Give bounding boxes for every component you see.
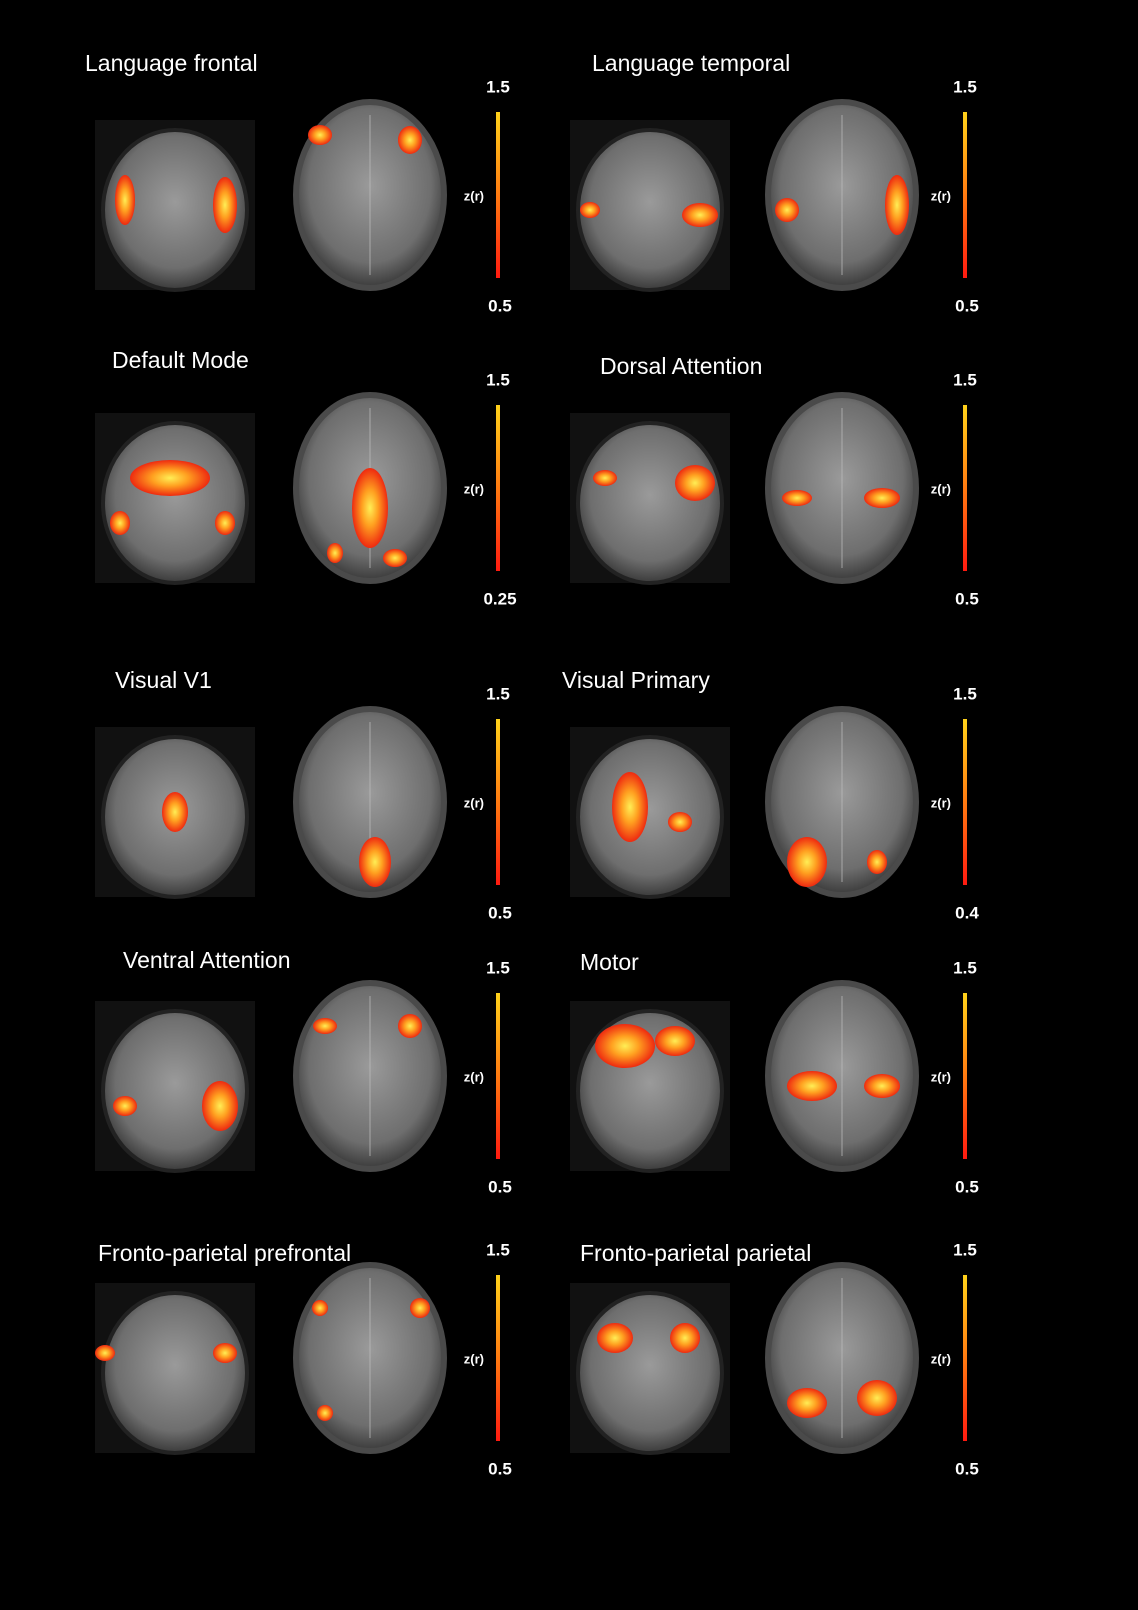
scale-label: z(r) (931, 1351, 951, 1366)
coronal-slice (578, 1293, 722, 1453)
colorbar (496, 993, 500, 1159)
activation (383, 549, 407, 567)
scale-max: 1.5 (953, 370, 977, 389)
scale-label: z(r) (464, 795, 484, 810)
scale-min: 0.5 (955, 296, 979, 315)
colorbar (963, 405, 967, 571)
colorbar (963, 719, 967, 885)
activation (398, 1014, 422, 1038)
panel-title: Visual V1 (115, 667, 212, 693)
activation (612, 772, 648, 842)
activation (398, 126, 422, 154)
activation (668, 812, 692, 832)
activation (213, 1343, 237, 1363)
colorbar (963, 112, 967, 278)
activation (782, 490, 812, 506)
activation (410, 1298, 430, 1318)
panel-title: Dorsal Attention (600, 353, 762, 379)
activation (312, 1300, 328, 1316)
scale-label: z(r) (931, 795, 951, 810)
activation (327, 543, 343, 563)
activation (162, 792, 188, 832)
activation (682, 203, 718, 227)
scale-max: 1.5 (953, 684, 977, 703)
activation (787, 1388, 827, 1418)
activation (352, 468, 388, 548)
coronal-slice (103, 1293, 247, 1453)
panel-title: Motor (580, 949, 639, 975)
activation (787, 1071, 837, 1101)
scale-min: 0.5 (955, 1459, 979, 1478)
colorbar (963, 993, 967, 1159)
activation (313, 1018, 337, 1034)
scale-max: 1.5 (486, 1240, 510, 1259)
activation (115, 175, 135, 225)
scale-label: z(r) (931, 1069, 951, 1084)
scale-min: 0.5 (955, 1177, 979, 1196)
scale-label: z(r) (464, 481, 484, 496)
activation (775, 198, 799, 222)
panel-title: Default Mode (112, 347, 249, 373)
scale-min: 0.4 (955, 903, 979, 922)
activation (308, 125, 332, 145)
panel-title: Visual Primary (562, 667, 710, 693)
scale-max: 1.5 (486, 77, 510, 96)
panel-title: Fronto-parietal prefrontal (98, 1240, 351, 1266)
activation (317, 1405, 333, 1421)
colorbar (496, 112, 500, 278)
scale-label: z(r) (464, 1351, 484, 1366)
activation (580, 202, 600, 218)
colorbar (496, 405, 500, 571)
scale-max: 1.5 (953, 958, 977, 977)
activation (113, 1096, 137, 1116)
scale-min: 0.5 (488, 296, 512, 315)
activation (885, 175, 909, 235)
scale-min: 0.25 (483, 589, 516, 608)
scale-label: z(r) (931, 481, 951, 496)
coronal-slice (578, 737, 722, 897)
scale-max: 1.5 (486, 684, 510, 703)
scale-label: z(r) (464, 188, 484, 203)
activation (202, 1081, 238, 1131)
panel-title: Language frontal (85, 50, 258, 76)
activation (867, 850, 887, 874)
activation (787, 837, 827, 887)
scale-min: 0.5 (488, 1177, 512, 1196)
activation (215, 511, 235, 535)
scale-min: 0.5 (488, 903, 512, 922)
figure: Language frontal 1.5 0.5 z(r) Language tempo… (0, 0, 1138, 1610)
activation (670, 1323, 700, 1353)
activation (359, 837, 391, 887)
activation (95, 1345, 115, 1361)
activation (857, 1380, 897, 1416)
activation (655, 1026, 695, 1056)
activation (864, 1074, 900, 1098)
scale-max: 1.5 (486, 958, 510, 977)
colorbar (963, 1275, 967, 1441)
activation (593, 470, 617, 486)
scale-max: 1.5 (953, 77, 977, 96)
scale-min: 0.5 (955, 589, 979, 608)
scale-label: z(r) (931, 188, 951, 203)
scale-max: 1.5 (953, 1240, 977, 1259)
scale-min: 0.5 (488, 1459, 512, 1478)
coronal-slice (578, 423, 722, 583)
activation (110, 511, 130, 535)
activation (597, 1323, 633, 1353)
activation (595, 1024, 655, 1068)
panel-title: Fronto-parietal parietal (580, 1240, 811, 1266)
colorbar (496, 1275, 500, 1441)
panel-title: Language temporal (592, 50, 790, 76)
activation (864, 488, 900, 508)
coronal-slice (103, 423, 247, 583)
scale-max: 1.5 (486, 370, 510, 389)
scale-label: z(r) (464, 1069, 484, 1084)
colorbar (496, 719, 500, 885)
activation (675, 465, 715, 501)
activation (130, 460, 210, 496)
activation (213, 177, 237, 233)
panel-title: Ventral Attention (123, 947, 291, 973)
